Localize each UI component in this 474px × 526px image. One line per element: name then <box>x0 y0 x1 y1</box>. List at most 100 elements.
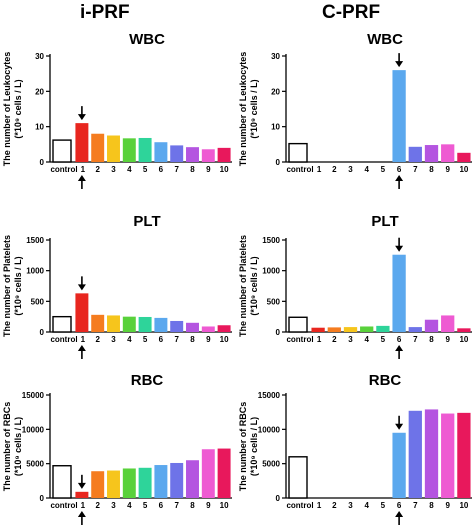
up-arrow-head <box>395 175 404 181</box>
x-tick-label: 1 <box>81 165 86 174</box>
x-tick-label: 5 <box>381 335 386 344</box>
down-arrow-head <box>77 114 86 121</box>
bar-7 <box>408 146 422 162</box>
x-tick-label: 4 <box>364 165 369 174</box>
x-tick-label: 5 <box>143 335 148 344</box>
x-tick-label: 1 <box>81 501 86 510</box>
y-tick-label: 0 <box>276 328 281 337</box>
y-axis-label: The number of RBCs <box>2 402 12 492</box>
x-tick-label: 5 <box>381 165 386 174</box>
iprf-plt-chart: PLT The number of Platelets (*10⁹ cells / … <box>2 213 232 359</box>
y-tick-label: 1000 <box>26 267 44 276</box>
bar-8 <box>186 322 199 332</box>
chart-title: PLT <box>371 213 398 230</box>
bar-6 <box>392 70 406 162</box>
bar-5 <box>138 137 152 162</box>
bar-10 <box>457 412 471 498</box>
bar-6 <box>154 142 168 162</box>
y-tick-label: 15000 <box>22 391 45 400</box>
bar-9 <box>441 315 455 332</box>
bar-6 <box>392 432 406 498</box>
bar-7 <box>170 462 184 498</box>
bar-7 <box>408 327 422 332</box>
chart-title: RBC <box>369 372 402 389</box>
bar-4 <box>122 316 136 332</box>
cprf-rbc-chart: RBC The number of RBCs (*10⁹ cells / L) 0 50… <box>238 372 472 525</box>
bar-10 <box>457 152 471 162</box>
bar-control <box>52 139 72 163</box>
bar-2 <box>91 133 105 162</box>
bar-3 <box>107 470 120 498</box>
up-arrow-head <box>395 345 404 351</box>
bar-3 <box>107 315 120 332</box>
bar-6 <box>154 317 168 332</box>
x-tick-label: 3 <box>348 165 353 174</box>
bar-7 <box>408 410 422 498</box>
y-axis-unit-label: (*10⁹ cells / L) <box>13 256 23 315</box>
bar-control <box>288 316 308 333</box>
x-tick-label: 5 <box>143 165 148 174</box>
x-tick-label: 1 <box>81 335 86 344</box>
y-axis-unit-label: (*10⁹ cells / L) <box>13 417 23 476</box>
down-arrow-head <box>77 482 86 489</box>
x-tick-label: 10 <box>459 501 468 510</box>
x-tick-label: 3 <box>111 501 116 510</box>
bar-9 <box>201 449 215 498</box>
x-tick-label: 5 <box>381 501 386 510</box>
bar-3 <box>343 327 358 332</box>
y-tick-label: 10 <box>271 123 280 132</box>
x-tick-label: 2 <box>332 335 337 344</box>
x-tick-label: 8 <box>429 165 434 174</box>
bar-9 <box>441 144 455 162</box>
chart-title: WBC <box>129 31 165 48</box>
up-arrow-head <box>77 511 86 517</box>
bar-9 <box>201 326 215 332</box>
x-tick-label: 3 <box>348 501 353 510</box>
y-tick-label: 0 <box>40 494 45 503</box>
y-tick-label: 15000 <box>258 391 281 400</box>
y-tick-label: 20 <box>271 87 280 96</box>
y-tick-label: 500 <box>267 297 281 306</box>
bar-control <box>288 456 308 499</box>
x-tick-label: 6 <box>159 335 164 344</box>
bar-1 <box>75 293 89 332</box>
x-tick-label: 10 <box>220 501 229 510</box>
y-tick-label: 1000 <box>262 267 280 276</box>
y-tick-label: 1500 <box>26 236 44 245</box>
bar-9 <box>441 413 455 498</box>
y-tick-label: 0 <box>276 494 281 503</box>
bar-6 <box>154 465 168 498</box>
c-prf-header: C-PRF <box>322 2 381 23</box>
x-tick-label: 5 <box>143 501 148 510</box>
x-tick-label: 8 <box>429 335 434 344</box>
bar-10 <box>457 328 471 332</box>
x-tick-label: 8 <box>190 501 195 510</box>
cprf-wbc-chart: WBC The number of Leukocytes (*10⁹ cells /… <box>238 31 472 189</box>
bar-control <box>52 465 72 499</box>
x-tick-label: 8 <box>190 335 195 344</box>
x-tick-label: 6 <box>397 501 402 510</box>
y-tick-label: 10000 <box>258 425 281 434</box>
x-tick-label: 2 <box>95 335 100 344</box>
i-prf-header: i-PRF <box>80 2 130 23</box>
y-axis-label: The number of Platelets <box>2 235 12 337</box>
bar-8 <box>186 147 199 162</box>
x-tick-label: 6 <box>159 501 164 510</box>
bar-6 <box>392 254 406 332</box>
up-arrow-head <box>77 345 86 351</box>
x-tick-label: 10 <box>459 335 468 344</box>
bar-control <box>288 142 308 163</box>
y-tick-label: 30 <box>35 52 44 61</box>
bar-4 <box>122 468 136 498</box>
down-arrow-head <box>77 284 86 291</box>
bar-8 <box>424 319 439 332</box>
x-tick-label: control <box>286 501 313 510</box>
down-arrow-head <box>395 61 404 68</box>
x-tick-label: 4 <box>364 335 369 344</box>
bar-7 <box>170 320 184 332</box>
y-tick-label: 10 <box>35 123 44 132</box>
x-tick-label: 6 <box>159 165 164 174</box>
down-arrow-head <box>395 423 404 430</box>
x-tick-label: 3 <box>111 165 116 174</box>
y-tick-label: 5000 <box>262 460 280 469</box>
